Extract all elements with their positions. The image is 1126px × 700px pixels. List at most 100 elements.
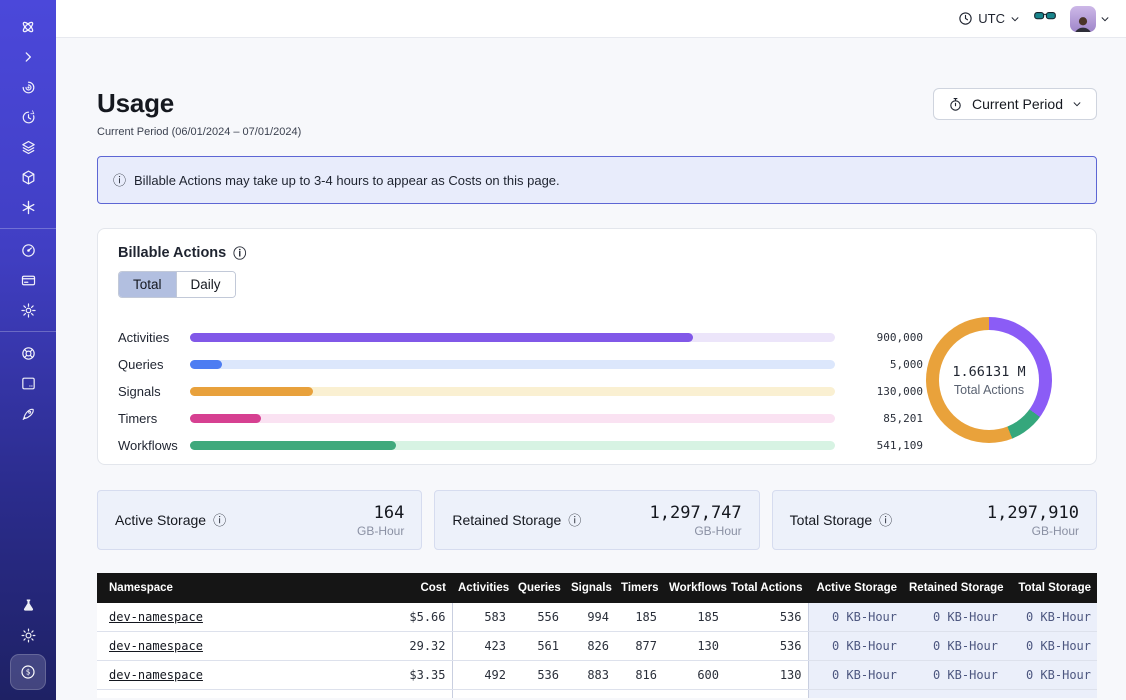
cell-signals: 994	[565, 603, 615, 632]
svg-text:$: $	[26, 668, 31, 677]
cell-active-storage: 0 KB-Hour	[808, 603, 903, 632]
col-total-actions: Total Actions	[725, 573, 808, 603]
info-icon: ⓘ	[113, 172, 127, 188]
storage-unit: GB-Hour	[694, 523, 742, 538]
sun-icon[interactable]	[10, 620, 46, 650]
cell-cost: $3.35	[362, 660, 453, 690]
active-storage-value: 164	[373, 502, 405, 523]
bar-row-workflows: Workflows 541,109	[118, 432, 1076, 459]
col-queries: Queries	[512, 573, 565, 603]
namespace-link[interactable]: dev-namespace	[109, 639, 203, 653]
active-storage-label: Active Storage	[115, 512, 207, 528]
table-row: dev-namespace 29.32 423 561 826 877 130 …	[97, 631, 1097, 661]
cell-queries: 536	[512, 660, 565, 690]
bar-value: 5,000	[889, 358, 923, 371]
cell-timers: 877	[615, 631, 663, 661]
bar-row-activities: Activities 900,000	[118, 324, 1076, 351]
info-icon[interactable]: ⓘ	[233, 245, 247, 261]
sidebar: $	[0, 0, 56, 700]
col-namespace: Namespace	[97, 573, 362, 603]
glasses-icon[interactable]	[1034, 8, 1056, 29]
chevron-down-icon	[1073, 102, 1081, 107]
lifebuoy-icon[interactable]	[10, 338, 46, 368]
clock-history-icon[interactable]	[10, 102, 46, 132]
retained-storage-label: Retained Storage	[452, 512, 562, 528]
cell-total-actions: 536	[725, 603, 809, 632]
page-title: Usage	[97, 88, 175, 118]
retained-storage-card: Retained Storage ⓘ 1,297,747 GB-Hour	[434, 490, 760, 550]
total-storage-label: Total Storage	[789, 512, 873, 528]
usage-nav-active[interactable]: $	[10, 654, 46, 690]
total-storage-value: 1,297,910	[986, 502, 1079, 523]
storage-unit: GB-Hour	[356, 523, 405, 538]
timezone-selector[interactable]: UTC	[958, 11, 1020, 26]
chevron-down-icon	[1011, 16, 1019, 21]
namespace-link[interactable]: dev-namespace	[109, 668, 203, 682]
namespace-usage-table: Namespace Cost Activities Queries Signal…	[97, 573, 1097, 698]
table-row: dev-namespace $5.66 583 556 994 185 185 …	[97, 603, 1097, 632]
cell-cost: 29.32	[362, 631, 453, 661]
info-banner-text: Billable Actions may take up to 3-4 hour…	[134, 172, 560, 188]
temporal-logo-icon[interactable]	[10, 12, 46, 42]
billable-bar-chart: Activities 900,000 Queries 5,000 Signals…	[118, 324, 1076, 459]
chevron-right-icon[interactable]	[10, 42, 46, 72]
cell-retained-storage: 0 KB-Hour	[903, 631, 1004, 661]
cell-retained-storage: 0 KB-Hour	[903, 660, 1004, 690]
asterisk-icon[interactable]	[10, 192, 46, 222]
table-row: dev-namespace $3.35 492 536 883 816 600 …	[97, 660, 1097, 690]
user-menu[interactable]	[1070, 5, 1110, 32]
cell-activities: 583	[452, 603, 512, 632]
credit-card-icon[interactable]	[10, 265, 46, 295]
info-icon[interactable]: ⓘ	[213, 512, 227, 528]
tab-total[interactable]: Total	[119, 272, 176, 297]
bar-label: Activities	[118, 330, 170, 345]
col-signals: Signals	[565, 573, 615, 603]
cell-total-actions: 536	[725, 631, 809, 661]
cell-active-storage: 0 KB-Hour	[808, 660, 903, 690]
billable-actions-title: Billable Actions	[118, 245, 227, 261]
cell-timers: 185	[615, 603, 663, 632]
table-row-partial	[97, 689, 1097, 698]
gear-icon[interactable]	[10, 295, 46, 325]
chevron-down-icon	[1101, 16, 1109, 21]
cell-workflows: 185	[663, 603, 725, 632]
table-header: Namespace Cost Activities Queries Signal…	[97, 573, 1097, 603]
bar-row-queries: Queries 5,000	[118, 351, 1076, 378]
terminal-icon[interactable]	[10, 368, 46, 398]
dollar-coin-icon: $	[21, 665, 35, 679]
bar-label: Queries	[118, 357, 164, 372]
info-icon[interactable]: ⓘ	[879, 512, 893, 528]
info-icon[interactable]: ⓘ	[568, 512, 582, 528]
bar-row-signals: Signals 130,000	[118, 378, 1076, 405]
gauge-icon[interactable]	[10, 235, 46, 265]
stopwatch-icon	[950, 97, 961, 111]
col-cost: Cost	[362, 573, 452, 603]
namespace-link[interactable]: dev-namespace	[109, 610, 203, 624]
sidebar-divider	[0, 228, 56, 229]
main-area: UTC Usage Current P	[56, 0, 1126, 700]
tab-daily[interactable]: Daily	[175, 272, 235, 297]
bar-label: Workflows	[118, 438, 178, 453]
storage-unit: GB-Hour	[1031, 523, 1079, 538]
col-activities: Activities	[452, 573, 512, 603]
rocket-icon[interactable]	[10, 398, 46, 428]
cube-icon[interactable]	[10, 162, 46, 192]
cell-signals: 883	[565, 660, 615, 690]
cell-workflows: 130	[663, 631, 725, 661]
bar-row-timers: Timers 85,201	[118, 405, 1076, 432]
retained-storage-value: 1,297,747	[649, 502, 742, 523]
bar-value: 85,201	[883, 412, 923, 425]
cell-activities: 492	[452, 660, 512, 690]
col-active-storage: Active Storage	[808, 573, 903, 603]
cell-cost: $5.66	[362, 603, 453, 632]
flask-icon[interactable]	[10, 590, 46, 620]
cell-timers: 816	[615, 660, 663, 690]
bar-value: 130,000	[876, 385, 923, 398]
cell-total-storage: 0 KB-Hour	[1004, 603, 1097, 632]
cell-total-storage: 0 KB-Hour	[1004, 631, 1097, 661]
period-dropdown-button[interactable]: Current Period	[932, 88, 1097, 120]
layers-icon[interactable]	[10, 132, 46, 162]
swirl-namespaces-icon[interactable]	[10, 72, 46, 102]
cell-total-actions: 130	[725, 660, 809, 690]
